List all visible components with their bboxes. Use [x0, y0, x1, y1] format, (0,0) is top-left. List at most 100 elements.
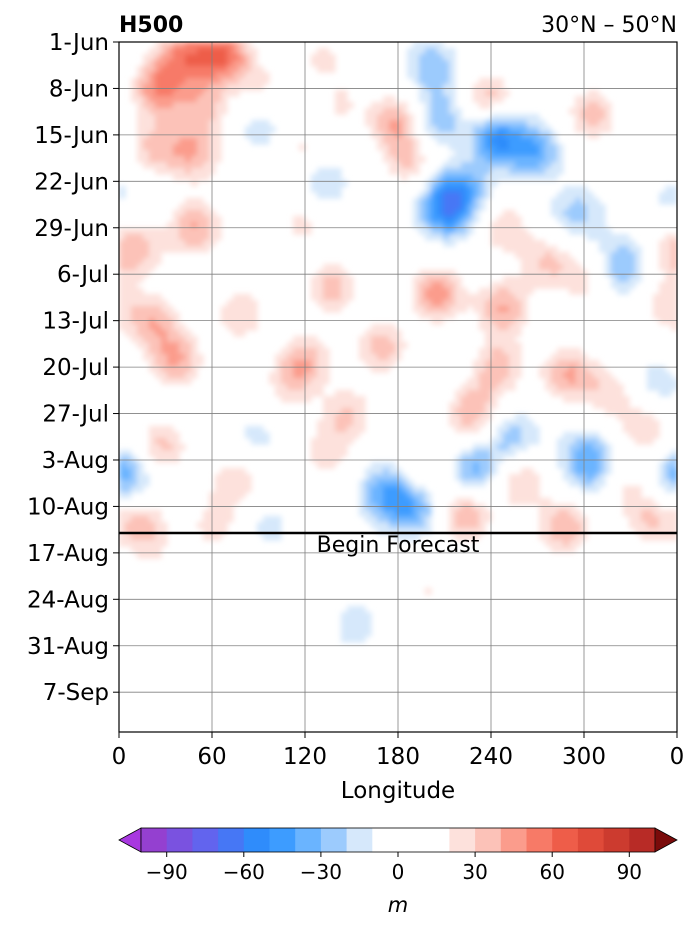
field-cell — [377, 480, 384, 487]
field-cell — [461, 156, 468, 163]
field-cell — [197, 54, 204, 61]
field-cell — [329, 420, 336, 427]
field-cell — [509, 240, 516, 247]
field-cell — [521, 270, 528, 277]
field-cell — [437, 186, 444, 193]
field-cell — [401, 138, 408, 145]
field-cell — [593, 378, 600, 385]
field-cell — [149, 66, 156, 73]
field-cell — [593, 126, 600, 133]
field-cell — [455, 276, 462, 283]
field-cell — [659, 300, 666, 307]
field-cell — [371, 360, 378, 367]
field-cell — [401, 102, 408, 109]
field-cell — [539, 258, 546, 265]
field-cell — [551, 546, 558, 553]
field-cell — [593, 384, 600, 391]
field-cell — [503, 240, 510, 247]
field-cell — [503, 312, 510, 319]
field-cell — [227, 66, 234, 73]
field-cell — [383, 144, 390, 151]
field-cell — [515, 252, 522, 259]
field-cell — [623, 408, 630, 415]
field-cell — [545, 264, 552, 271]
field-cell — [119, 246, 126, 253]
field-cell — [515, 480, 522, 487]
field-cell — [431, 42, 438, 49]
field-cell — [455, 204, 462, 211]
field-cell — [407, 144, 414, 151]
field-cell — [353, 408, 360, 415]
field-cell — [341, 108, 348, 115]
field-cell — [443, 48, 450, 55]
field-cell — [269, 516, 276, 523]
field-cell — [329, 462, 336, 469]
field-cell — [353, 636, 360, 643]
field-cell — [389, 324, 396, 331]
field-cell — [539, 372, 546, 379]
field-cell — [263, 138, 270, 145]
field-cell — [149, 72, 156, 79]
field-cell — [329, 450, 336, 457]
field-cell — [311, 450, 318, 457]
field-cell — [179, 222, 186, 229]
field-cell — [569, 360, 576, 367]
field-cell — [461, 534, 468, 541]
field-cell — [515, 138, 522, 145]
field-cell — [143, 54, 150, 61]
field-cell — [539, 138, 546, 145]
field-cell — [461, 216, 468, 223]
field-cell — [305, 228, 312, 235]
field-cell — [515, 432, 522, 439]
field-cell — [425, 276, 432, 283]
colorbar-segment — [372, 828, 425, 852]
field-cell — [197, 72, 204, 79]
field-cell — [671, 300, 677, 307]
field-cell — [539, 270, 546, 277]
field-cell — [311, 336, 318, 343]
field-cell — [125, 288, 132, 295]
field-cell — [479, 468, 486, 475]
field-cell — [149, 354, 156, 361]
field-cell — [389, 156, 396, 163]
field-cell — [161, 144, 168, 151]
field-cell — [431, 288, 438, 295]
field-cell — [515, 360, 522, 367]
field-cell — [575, 462, 582, 469]
field-cell — [191, 354, 198, 361]
field-cell — [671, 516, 677, 523]
field-cell — [365, 120, 372, 127]
field-cell — [377, 504, 384, 511]
field-cell — [665, 384, 672, 391]
field-cell — [419, 42, 426, 49]
field-cell — [515, 492, 522, 499]
field-cell — [173, 96, 180, 103]
field-cell — [239, 294, 246, 301]
field-cell — [221, 486, 228, 493]
field-cell — [563, 504, 570, 511]
field-cell — [497, 456, 504, 463]
field-cell — [557, 444, 564, 451]
field-cell — [449, 132, 456, 139]
field-cell — [599, 120, 606, 127]
field-cell — [155, 42, 162, 49]
field-cell — [251, 300, 258, 307]
field-cell — [587, 372, 594, 379]
field-cell — [431, 318, 438, 325]
field-cell — [185, 372, 192, 379]
field-cell — [197, 234, 204, 241]
field-cell — [647, 498, 654, 505]
field-cell — [437, 234, 444, 241]
field-cell — [605, 252, 612, 259]
field-cell — [587, 396, 594, 403]
field-cell — [125, 264, 132, 271]
field-cell — [119, 288, 126, 295]
field-cell — [443, 222, 450, 229]
field-cell — [515, 312, 522, 319]
field-cell — [383, 102, 390, 109]
field-cell — [653, 504, 660, 511]
field-cell — [203, 96, 210, 103]
field-cell — [359, 348, 366, 355]
field-cell — [575, 450, 582, 457]
field-cell — [425, 516, 432, 523]
